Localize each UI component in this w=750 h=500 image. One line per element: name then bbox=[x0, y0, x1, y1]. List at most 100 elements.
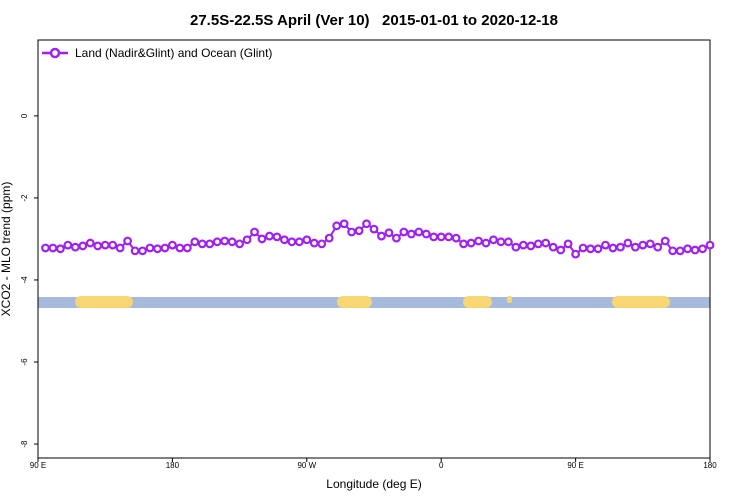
data-point bbox=[332, 221, 342, 231]
data-point bbox=[347, 227, 357, 237]
ocean-band bbox=[38, 297, 710, 308]
data-point bbox=[130, 246, 140, 256]
y-tick-label: 0 bbox=[20, 113, 29, 118]
data-point bbox=[242, 235, 252, 245]
x-tick-label: 0 bbox=[439, 461, 444, 470]
data-point bbox=[630, 242, 640, 252]
y-tick-label: -4 bbox=[20, 276, 29, 284]
data-point bbox=[354, 226, 364, 236]
y-tick-label: -2 bbox=[20, 194, 29, 202]
data-point bbox=[429, 232, 439, 242]
chart-title: 27.5S-22.5S April (Ver 10) 2015-01-01 to… bbox=[190, 12, 558, 29]
data-point bbox=[593, 244, 603, 254]
data-point bbox=[212, 237, 222, 247]
data-point bbox=[309, 238, 319, 248]
land-patch bbox=[612, 296, 670, 308]
data-point bbox=[265, 231, 274, 241]
data-point bbox=[668, 246, 678, 256]
data-point bbox=[399, 227, 409, 237]
land-patch bbox=[337, 296, 372, 308]
data-point bbox=[70, 242, 80, 252]
data-point bbox=[182, 243, 192, 253]
data-point bbox=[272, 232, 282, 242]
x-axis-label: Longitude (deg E) bbox=[326, 477, 421, 491]
data-point bbox=[518, 240, 528, 250]
data-point bbox=[48, 243, 58, 253]
data-point bbox=[108, 240, 118, 250]
data-point bbox=[548, 242, 558, 252]
data-point bbox=[197, 239, 207, 249]
data-point bbox=[78, 241, 88, 251]
data-point bbox=[220, 236, 230, 246]
y-tick-label: -6 bbox=[20, 358, 29, 366]
x-tick-label: 180 bbox=[703, 461, 717, 470]
data-point bbox=[227, 237, 237, 247]
data-point bbox=[638, 240, 648, 250]
data-point bbox=[153, 244, 162, 254]
data-point bbox=[392, 233, 401, 243]
data-point bbox=[123, 236, 132, 246]
data-point bbox=[302, 235, 312, 245]
data-point bbox=[257, 234, 267, 244]
data-point bbox=[280, 235, 289, 245]
data-point bbox=[623, 238, 633, 248]
data-point bbox=[384, 228, 394, 238]
data-point bbox=[690, 245, 700, 255]
surface-strip bbox=[38, 296, 710, 308]
y-axis-label: XCO2 - MLO trend (ppm) bbox=[0, 182, 13, 317]
data-point bbox=[481, 238, 491, 248]
data-point bbox=[235, 239, 245, 249]
data-point bbox=[466, 238, 476, 248]
data-point bbox=[511, 242, 521, 252]
data-point bbox=[608, 243, 618, 253]
data-point bbox=[444, 232, 454, 242]
data-point bbox=[63, 240, 73, 250]
data-point bbox=[324, 233, 334, 243]
data-point bbox=[175, 243, 185, 253]
data-point bbox=[362, 219, 371, 229]
data-point bbox=[115, 243, 125, 253]
data-point bbox=[294, 237, 304, 247]
y-tick-label: -8 bbox=[20, 440, 29, 448]
data-point bbox=[541, 238, 551, 248]
data-point bbox=[339, 219, 349, 229]
data-point bbox=[459, 239, 469, 249]
data-point bbox=[533, 239, 543, 249]
data-point bbox=[675, 246, 685, 256]
data-point bbox=[496, 237, 506, 247]
data-point bbox=[705, 240, 715, 250]
data-point bbox=[421, 229, 431, 239]
legend-marker bbox=[49, 47, 61, 59]
data-point bbox=[451, 233, 461, 243]
data-point bbox=[504, 237, 513, 247]
x-tick-label: 180 bbox=[166, 461, 180, 470]
data-point bbox=[287, 237, 297, 247]
data-point bbox=[377, 231, 386, 241]
data-point bbox=[190, 237, 200, 247]
data-point bbox=[250, 227, 259, 237]
data-point bbox=[414, 227, 424, 237]
data-point bbox=[93, 241, 103, 251]
land-patch bbox=[463, 296, 492, 308]
data-point bbox=[653, 242, 663, 252]
data-point bbox=[436, 232, 446, 242]
data-point bbox=[586, 244, 595, 254]
data-point bbox=[317, 239, 327, 249]
data-point bbox=[556, 245, 566, 255]
data-point bbox=[167, 240, 177, 250]
data-point bbox=[369, 224, 379, 234]
data-point bbox=[85, 238, 95, 248]
data-point bbox=[526, 241, 536, 251]
x-tick-label: 90 E bbox=[567, 461, 583, 470]
data-point bbox=[138, 246, 147, 256]
data-point bbox=[683, 244, 692, 254]
data-point bbox=[563, 239, 573, 249]
data-point bbox=[571, 249, 580, 259]
data-point bbox=[406, 229, 416, 239]
x-tick-label: 90 E bbox=[30, 461, 46, 470]
data-point bbox=[160, 243, 170, 253]
data-point bbox=[660, 236, 670, 246]
data-point bbox=[601, 240, 610, 250]
data-point bbox=[616, 242, 625, 252]
